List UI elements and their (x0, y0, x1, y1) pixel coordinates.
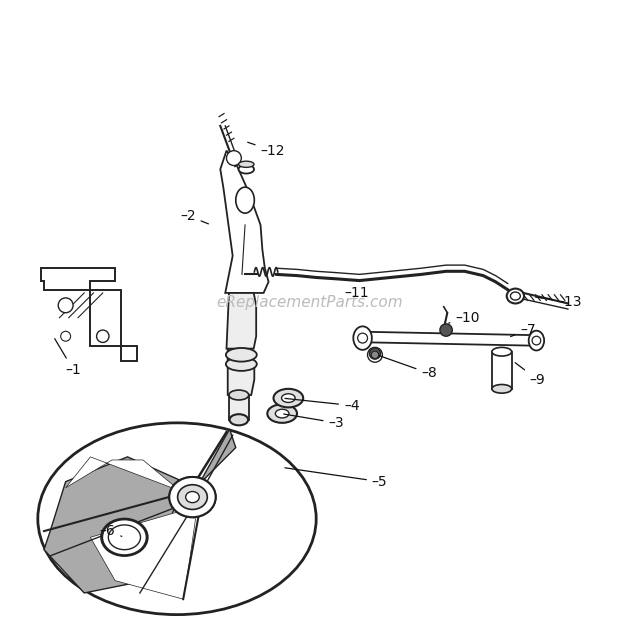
Text: –2: –2 (180, 209, 208, 224)
Polygon shape (228, 349, 254, 395)
Ellipse shape (507, 288, 524, 303)
Ellipse shape (510, 292, 520, 300)
Text: –8: –8 (379, 356, 437, 381)
Text: –3: –3 (284, 414, 344, 430)
Ellipse shape (236, 187, 254, 213)
Ellipse shape (226, 348, 257, 361)
Text: –12: –12 (247, 142, 285, 158)
Polygon shape (360, 332, 539, 346)
Circle shape (368, 348, 383, 362)
Text: –6: –6 (100, 524, 122, 538)
Ellipse shape (229, 390, 249, 400)
Ellipse shape (229, 414, 248, 426)
Ellipse shape (492, 384, 512, 393)
Polygon shape (44, 457, 205, 593)
Ellipse shape (239, 161, 254, 168)
Circle shape (61, 331, 71, 341)
Ellipse shape (492, 348, 512, 356)
Ellipse shape (529, 331, 544, 351)
Circle shape (371, 351, 379, 358)
Polygon shape (66, 457, 180, 491)
Ellipse shape (169, 477, 216, 517)
Text: –11: –11 (344, 280, 369, 300)
Ellipse shape (102, 520, 147, 555)
Polygon shape (226, 293, 256, 349)
Text: –10: –10 (449, 311, 480, 325)
Ellipse shape (108, 525, 141, 549)
Text: eReplacementParts.com: eReplacementParts.com (216, 295, 404, 310)
Text: –9: –9 (515, 363, 546, 386)
Ellipse shape (353, 326, 372, 350)
Circle shape (226, 151, 241, 166)
Ellipse shape (281, 394, 295, 402)
Circle shape (440, 324, 452, 336)
Ellipse shape (275, 409, 289, 418)
Ellipse shape (185, 492, 199, 503)
Ellipse shape (169, 477, 216, 517)
Ellipse shape (273, 389, 303, 407)
Ellipse shape (38, 423, 316, 615)
Circle shape (358, 333, 368, 343)
Ellipse shape (185, 491, 200, 503)
Ellipse shape (101, 519, 148, 556)
FancyBboxPatch shape (492, 352, 512, 389)
Text: –13: –13 (536, 295, 582, 309)
Ellipse shape (267, 404, 297, 423)
Text: –5: –5 (285, 468, 388, 488)
Polygon shape (229, 395, 249, 420)
Polygon shape (220, 151, 268, 293)
Ellipse shape (226, 357, 257, 371)
Ellipse shape (107, 525, 141, 550)
Circle shape (370, 348, 381, 359)
Circle shape (532, 336, 541, 345)
Text: –7: –7 (510, 323, 536, 337)
Polygon shape (91, 510, 195, 599)
Polygon shape (41, 268, 137, 361)
Text: –4: –4 (285, 398, 360, 412)
Circle shape (58, 298, 73, 313)
Ellipse shape (177, 485, 207, 510)
Circle shape (97, 330, 109, 343)
Ellipse shape (177, 485, 207, 510)
Text: –1: –1 (55, 339, 81, 378)
Polygon shape (192, 429, 236, 485)
Ellipse shape (239, 165, 254, 174)
